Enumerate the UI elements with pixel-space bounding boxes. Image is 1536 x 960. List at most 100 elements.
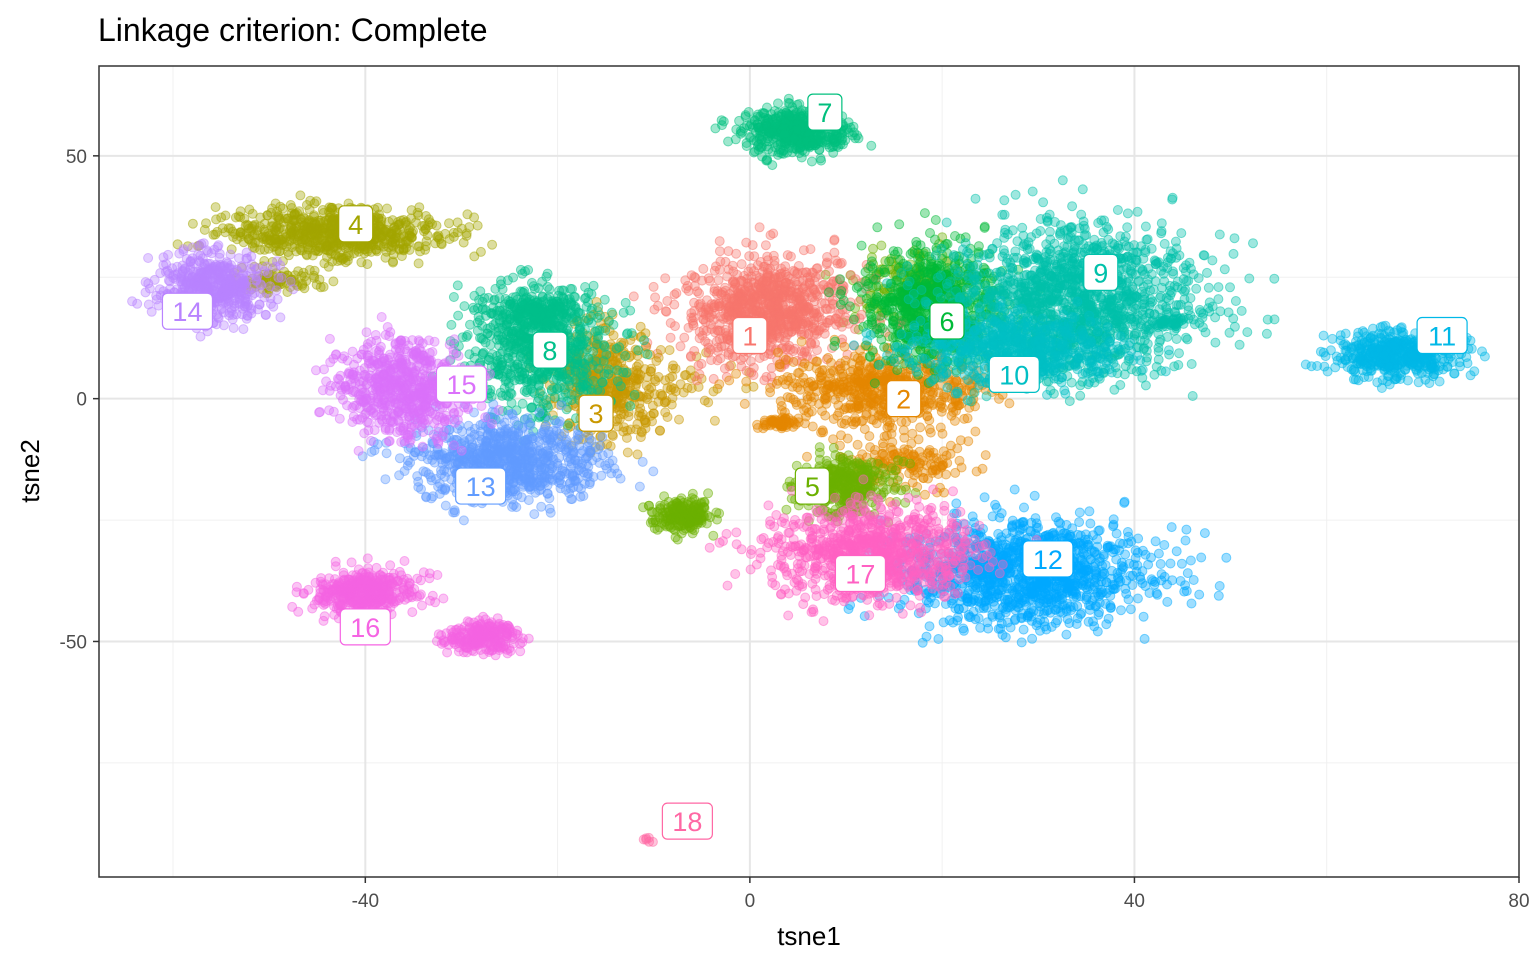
- scatter-point: [674, 414, 684, 425]
- scatter-point: [877, 323, 888, 334]
- scatter-point: [498, 643, 509, 653]
- scatter-point: [811, 379, 822, 390]
- scatter-point: [739, 398, 750, 409]
- scatter-point: [949, 415, 960, 426]
- scatter-point: [269, 234, 280, 245]
- scatter-point: [641, 380, 652, 391]
- scatter-point: [420, 241, 431, 252]
- scatter-point: [318, 222, 329, 233]
- scatter-point: [709, 415, 720, 426]
- scatter-point: [876, 240, 887, 251]
- scatter-point: [628, 291, 639, 302]
- scatter-point: [806, 396, 817, 407]
- scatter-point: [709, 265, 720, 276]
- scatter-point: [892, 365, 903, 376]
- scatter-point: [919, 401, 930, 412]
- scatter-point: [249, 243, 260, 254]
- scatter-point: [679, 370, 690, 381]
- scatter-point: [878, 441, 889, 452]
- scatter-point: [922, 411, 933, 421]
- scatter-point: [687, 488, 698, 499]
- scatter-point: [660, 273, 671, 284]
- scatter-point: [971, 466, 982, 477]
- scatter-point: [372, 202, 383, 213]
- scatter-point: [817, 321, 827, 332]
- scatter-point: [792, 318, 803, 329]
- scatter-point: [915, 422, 926, 433]
- scatter-point: [762, 270, 773, 281]
- scatter-point: [274, 213, 285, 224]
- scatter-point: [440, 228, 451, 239]
- scatter-point: [634, 407, 645, 418]
- scatter-point: [818, 427, 829, 438]
- scatter-point: [744, 299, 755, 310]
- scatter-point: [906, 438, 917, 449]
- scatter-point: [808, 308, 819, 319]
- scatter-point: [850, 413, 860, 424]
- chart-title: Linkage criterion: Complete: [98, 12, 488, 48]
- scatter-point: [398, 244, 409, 255]
- scatter-point: [856, 240, 867, 251]
- scatter-point: [653, 300, 663, 311]
- scatter-point: [868, 415, 879, 425]
- scatter-point: [694, 288, 704, 299]
- scatter-point: [210, 229, 221, 240]
- scatter-point: [918, 267, 929, 278]
- scatter-point: [452, 217, 463, 228]
- scatter-point: [714, 236, 725, 247]
- scatter-point: [776, 263, 787, 274]
- scatter-point: [825, 387, 836, 398]
- scatter-point: [881, 484, 892, 495]
- scatter-point: [283, 250, 294, 261]
- scatter-point: [655, 425, 666, 436]
- scatter-point: [861, 293, 872, 304]
- scatter-point: [301, 225, 312, 236]
- scatter-point: [915, 345, 926, 356]
- scatter-point: [833, 400, 844, 411]
- scatter-point: [638, 502, 649, 513]
- scatter-point: [689, 525, 700, 536]
- scatter-point: [622, 425, 633, 436]
- scatter-point: [670, 496, 681, 507]
- scatter-point: [945, 448, 956, 459]
- scatter-point: [837, 368, 848, 379]
- scatter-point: [328, 276, 339, 287]
- scatter-point: [669, 289, 680, 300]
- scatter-point: [767, 317, 778, 328]
- scatter-point: [691, 375, 702, 386]
- scatter-point: [890, 483, 901, 493]
- scatter-point: [769, 416, 780, 427]
- scatter-point: [356, 241, 367, 252]
- scatter-point: [962, 413, 973, 424]
- scatter-point: [935, 422, 946, 433]
- scatter-point: [846, 385, 857, 396]
- scatter-point: [454, 642, 464, 653]
- scatter-point: [759, 375, 770, 386]
- scatter-point: [696, 358, 707, 369]
- scatter-point: [796, 336, 807, 347]
- scatter-point: [841, 472, 852, 483]
- scatter-point: [963, 436, 974, 447]
- scatter-point: [686, 497, 696, 508]
- scatter-point: [724, 375, 735, 386]
- scatter-point: [427, 219, 438, 230]
- scatter-point: [311, 279, 322, 290]
- scatter-point: [622, 447, 633, 458]
- scatter-point: [842, 433, 853, 444]
- scatter-point: [979, 222, 990, 233]
- scatter-point: [686, 270, 697, 281]
- scatter-point: [781, 277, 792, 288]
- scatter-point: [710, 308, 721, 319]
- scatter-point: [866, 256, 877, 267]
- scatter-point: [781, 504, 792, 515]
- scatter-point: [462, 209, 473, 220]
- scatter-point: [799, 289, 810, 300]
- scatter-point: [715, 353, 726, 364]
- scatter-point: [255, 212, 266, 223]
- scatter-point: [723, 307, 734, 317]
- scatter-point: [890, 249, 900, 260]
- scatter-point: [295, 242, 305, 253]
- scatter-point: [711, 507, 722, 518]
- scatter-point: [907, 477, 918, 488]
- scatter-point: [631, 424, 642, 435]
